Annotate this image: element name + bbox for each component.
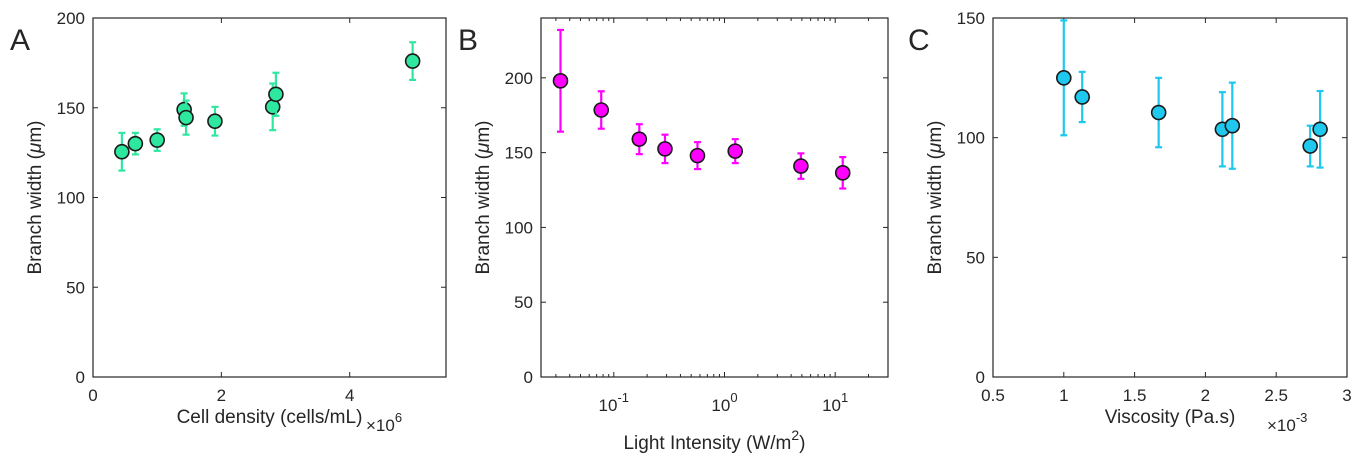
data-point bbox=[552, 73, 569, 89]
y-tick-label: 0 bbox=[524, 368, 533, 387]
x-tick-label: 101 bbox=[822, 390, 848, 415]
data-point bbox=[631, 131, 648, 147]
data-point bbox=[1150, 104, 1167, 121]
y-tick-label: 0 bbox=[976, 368, 985, 387]
x-axis-multiplier: ×106 bbox=[366, 410, 402, 435]
y-label-mu: μ bbox=[925, 142, 946, 154]
data-point bbox=[793, 158, 809, 174]
x-tick-base: 10 bbox=[711, 396, 730, 415]
chart-panel-a: A 0 50 100 150 200 0 2 4 Branch width (μm) Cell de… bbox=[10, 9, 447, 435]
x-axis-multiplier: ×10-3 bbox=[1267, 410, 1307, 435]
x-axis-label: Light Intensity (W/m2) bbox=[623, 427, 805, 454]
data-point bbox=[1312, 121, 1328, 138]
x-tick-label: 1 bbox=[1059, 386, 1068, 405]
data-point bbox=[727, 143, 744, 159]
x-label-text: Light Intensity (W/m bbox=[623, 433, 791, 454]
x-tick-label: 3 bbox=[1342, 386, 1351, 405]
x-tick-label: 4 bbox=[345, 386, 354, 405]
y-tick-label: 100 bbox=[57, 189, 85, 208]
data-point bbox=[264, 99, 281, 115]
y-tick-label: 50 bbox=[66, 278, 85, 297]
x-label-superscript: 2 bbox=[791, 427, 799, 443]
multiplier-exponent: -3 bbox=[1296, 410, 1308, 425]
data-point bbox=[689, 147, 706, 164]
y-label-mu: μ bbox=[25, 142, 46, 154]
y-label-text: Branch width ( bbox=[473, 152, 494, 274]
y-tick-label: 150 bbox=[57, 99, 85, 118]
y-tick-label: 150 bbox=[957, 9, 985, 28]
data-point bbox=[114, 143, 130, 160]
data-point bbox=[657, 141, 673, 157]
x-tick-base: 10 bbox=[599, 396, 618, 415]
x-tick-label: 2 bbox=[217, 386, 226, 405]
x-axis-label: Viscosity (Pa.s) bbox=[1105, 407, 1236, 428]
data-point bbox=[268, 86, 284, 103]
data-point bbox=[1074, 89, 1091, 105]
x-tick-exponent: -1 bbox=[617, 390, 629, 405]
data-point bbox=[834, 165, 851, 181]
y-label-text: Branch width ( bbox=[925, 152, 946, 274]
multiplier-base: ×10 bbox=[366, 416, 395, 435]
y-tick-label: 50 bbox=[966, 248, 985, 267]
panel-letter: A bbox=[10, 24, 30, 57]
x-tick-label: 0 bbox=[88, 386, 97, 405]
y-tick-label: 100 bbox=[505, 218, 533, 237]
y-tick-label: 200 bbox=[505, 69, 533, 88]
multiplier-base: ×10 bbox=[1267, 416, 1296, 435]
y-axis-label: Branch width (μm) bbox=[925, 120, 946, 274]
data-point bbox=[127, 135, 144, 152]
y-tick-label: 0 bbox=[76, 368, 85, 387]
multiplier-exponent: 6 bbox=[395, 410, 402, 425]
x-tick-label: 0.5 bbox=[981, 386, 1005, 405]
chart-panel-c: C 0 50 100 150 0.5 1 1.5 2 2.5 3 Branch width (μm) V… bbox=[908, 9, 1352, 435]
x-tick-label: 10-1 bbox=[599, 390, 629, 415]
axes-frame bbox=[540, 17, 889, 378]
y-tick-label: 200 bbox=[57, 9, 85, 28]
data-point bbox=[1302, 138, 1318, 154]
x-tick-exponent: 0 bbox=[730, 390, 737, 405]
data-point bbox=[207, 113, 223, 130]
x-tick-base: 10 bbox=[822, 396, 841, 415]
x-axis-label: Cell density (cells/mL) bbox=[177, 407, 363, 428]
axes-frame bbox=[92, 17, 447, 378]
x-tick-label: 1.5 bbox=[1123, 386, 1147, 405]
panel-letter: C bbox=[908, 24, 930, 57]
data-point bbox=[178, 109, 194, 126]
y-tick-label: 50 bbox=[514, 293, 533, 312]
data-point bbox=[149, 132, 165, 148]
y-label-mu: μ bbox=[473, 142, 494, 154]
x-tick-label: 2 bbox=[1201, 386, 1210, 405]
y-label-unit: m) bbox=[25, 120, 46, 142]
data-point bbox=[593, 102, 610, 118]
x-tick-exponent: 1 bbox=[841, 390, 848, 405]
x-tick-label: 100 bbox=[711, 390, 737, 415]
x-tick-label: 2.5 bbox=[1264, 386, 1288, 405]
data-point bbox=[404, 53, 421, 69]
y-tick-label: 150 bbox=[505, 144, 533, 163]
axes-frame bbox=[992, 17, 1348, 378]
y-label-unit: m) bbox=[925, 120, 946, 142]
y-axis-label: Branch width (μm) bbox=[25, 120, 46, 274]
panel-letter: B bbox=[458, 24, 478, 57]
y-label-text: Branch width ( bbox=[25, 152, 46, 274]
y-axis-label: Branch width (μm) bbox=[473, 120, 494, 274]
y-tick-label: 100 bbox=[957, 129, 985, 148]
x-label-close: ) bbox=[799, 433, 805, 454]
data-point bbox=[1224, 117, 1241, 134]
y-label-unit: m) bbox=[473, 120, 494, 142]
data-point bbox=[1056, 70, 1072, 86]
